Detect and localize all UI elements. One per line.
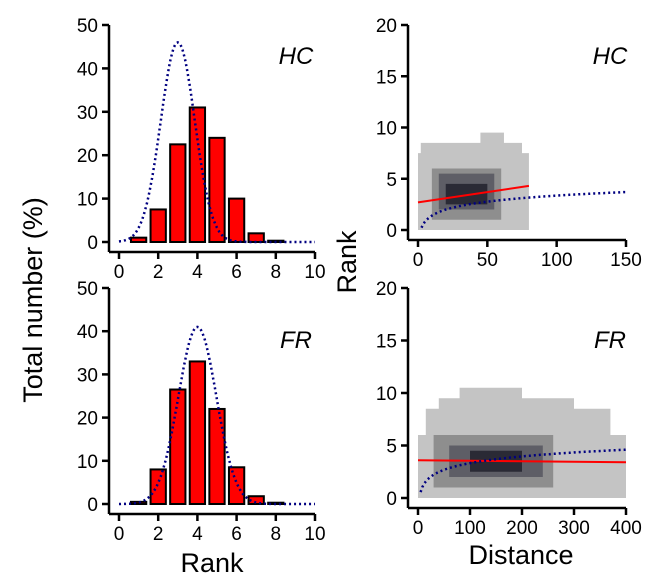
y-tick-label: 10 (376, 119, 397, 140)
y-tick-label: 10 (77, 190, 98, 211)
histogram-bar (227, 197, 246, 244)
y-tick-label: 50 (77, 16, 98, 37)
y-tick-label: 10 (376, 384, 397, 405)
histogram-hc-panel: 0 2 4 6 8 10 0 10 20 30 40 50 HC (77, 16, 326, 283)
x-tick-label: 2 (153, 262, 164, 283)
x-tick-label: 150 (610, 250, 642, 271)
y-tick-label: 0 (386, 489, 397, 510)
fit-curve (419, 448, 627, 493)
x-tick-label: 6 (231, 524, 242, 545)
x-tick-label: 100 (454, 518, 486, 539)
y-tick-label: 40 (77, 59, 98, 80)
x-tick-label: 0 (114, 524, 125, 545)
x-tick-label: 10 (304, 262, 325, 283)
scatter-fr-panel: 0 100 200 300 400 0 5 10 15 20 FR (376, 279, 642, 539)
x-tick-label: 6 (231, 262, 242, 283)
y-tick-label: 0 (386, 221, 397, 242)
histogram-bar (149, 468, 167, 506)
histogram-bar (208, 136, 226, 243)
panel-label: HC (593, 43, 628, 70)
y-tick-label: 0 (87, 495, 98, 516)
y-axis-title-left: Total number (%) (18, 197, 48, 403)
histogram-bar (129, 236, 148, 244)
fit-curve (420, 190, 626, 229)
x-tick-label: 10 (304, 524, 325, 545)
histogram-bar (247, 232, 265, 244)
x-tick-label: 400 (610, 518, 642, 539)
x-tick-label: 4 (192, 524, 203, 545)
x-tick-label: 300 (558, 518, 590, 539)
panel-label: FR (594, 327, 626, 354)
histogram-bar (169, 388, 187, 505)
y-tick-label: 0 (87, 233, 98, 254)
x-axis-title-right: Distance (468, 540, 573, 570)
fit-curve (119, 325, 315, 506)
y-tick-label: 15 (376, 332, 397, 353)
y-tick-label: 5 (386, 170, 397, 191)
x-tick-label: 4 (192, 262, 203, 283)
scatter-hc-panel: 0 50 100 150 0 5 10 15 20 HC (376, 16, 642, 271)
y-tick-label: 20 (77, 409, 98, 430)
y-tick-label: 50 (77, 279, 98, 300)
panel-label: FR (280, 327, 312, 354)
density-block (445, 183, 488, 205)
x-tick-label: 8 (271, 262, 282, 283)
y-tick-label: 10 (77, 452, 98, 473)
y-axis-title-right: Rank (332, 230, 362, 294)
histogram-bar (169, 143, 187, 244)
y-tick-label: 20 (376, 16, 397, 37)
regression-line (417, 459, 627, 464)
x-tick-label: 0 (114, 262, 125, 283)
y-tick-label: 30 (77, 365, 98, 386)
x-tick-label: 50 (477, 250, 498, 271)
histogram-bar (188, 106, 207, 243)
x-tick-label: 200 (506, 518, 538, 539)
histogram-bar (188, 360, 207, 505)
panel-label: HC (279, 43, 314, 70)
histogram-fr-panel: 0 2 4 6 8 10 0 10 20 30 40 50 FR (77, 279, 326, 545)
x-tick-label: 0 (413, 518, 424, 539)
y-tick-label: 30 (77, 103, 98, 124)
y-tick-label: 40 (77, 322, 98, 343)
x-tick-label: 2 (153, 524, 164, 545)
x-tick-label: 100 (541, 250, 573, 271)
density-block (480, 132, 504, 148)
histogram-bar (129, 500, 148, 505)
y-tick-label: 20 (376, 279, 397, 300)
y-tick-label: 5 (386, 437, 397, 458)
x-axis-title-left: Rank (180, 548, 244, 578)
histogram-bar (208, 407, 226, 505)
x-tick-label: 0 (413, 250, 424, 271)
y-tick-label: 20 (77, 146, 98, 167)
regression-line (417, 184, 530, 204)
y-tick-label: 15 (376, 67, 397, 88)
histogram-bar (149, 208, 167, 243)
fit-curve (118, 41, 315, 244)
histogram-bar (247, 495, 265, 505)
x-tick-label: 8 (271, 524, 282, 545)
